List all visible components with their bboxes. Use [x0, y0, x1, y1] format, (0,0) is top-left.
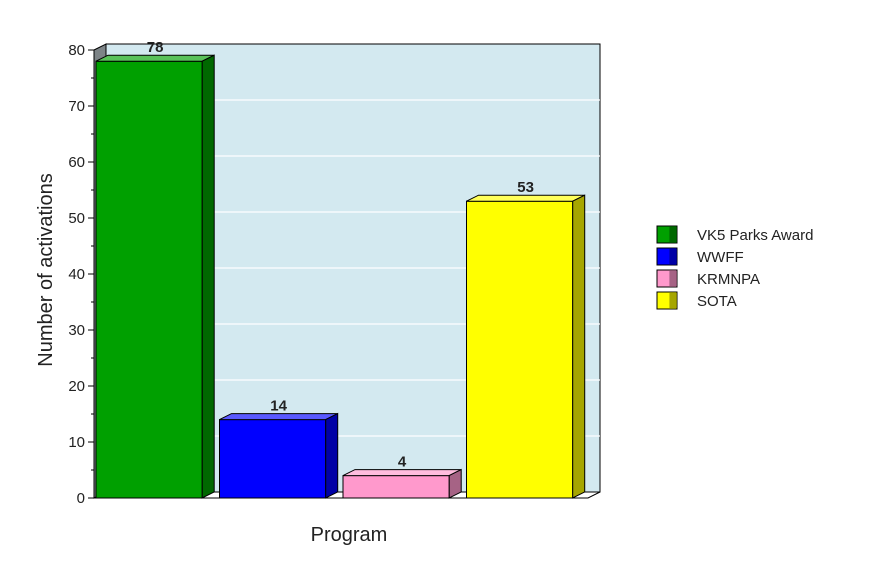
legend-item: KRMNPA	[656, 269, 760, 288]
bar	[219, 419, 327, 499]
y-tick-label: 70	[68, 98, 85, 115]
bar	[466, 200, 574, 499]
legend-label: SOTA	[697, 293, 737, 310]
bar-value-label: 14	[270, 398, 287, 415]
bar-side	[201, 54, 215, 499]
legend-item: VK5 Parks Award	[656, 225, 813, 244]
legend: VK5 Parks Award WWFF KRMNPA SOTA	[656, 225, 813, 310]
legend-swatch-shade	[669, 293, 676, 308]
y-tick-label: 30	[68, 322, 85, 339]
bar-side	[448, 468, 462, 499]
bar	[342, 475, 450, 499]
bar-side	[572, 194, 586, 499]
y-tick-label: 10	[68, 434, 85, 451]
bar-group: 4	[342, 454, 462, 499]
bar-group: 53	[466, 179, 586, 499]
bar-group: 14	[219, 398, 339, 499]
y-axis: 0 10 20 30 40 50 60 70 80	[68, 42, 95, 507]
bar	[95, 60, 203, 499]
bar-value-label: 4	[398, 454, 407, 471]
y-tick-label: 50	[68, 210, 85, 227]
x-axis-title: Program	[311, 524, 388, 546]
bar-group: 78	[95, 39, 215, 499]
legend-swatch-shade	[669, 271, 676, 286]
legend-label: KRMNPA	[697, 271, 760, 288]
legend-item: WWFF	[656, 247, 744, 266]
legend-label: VK5 Parks Award	[697, 227, 813, 244]
bars-group: 78 14 4 53	[95, 39, 586, 499]
y-tick-label: 0	[77, 490, 85, 507]
legend-swatch-shade	[669, 249, 676, 264]
y-tick-label: 80	[68, 42, 85, 59]
y-tick-label: 60	[68, 154, 85, 171]
bar-side	[325, 412, 339, 499]
bar-value-label: 53	[517, 179, 534, 196]
legend-swatch-shade	[669, 227, 676, 242]
y-tick-label: 20	[68, 378, 85, 395]
y-tick-label: 40	[68, 266, 85, 283]
legend-item: SOTA	[656, 291, 737, 310]
y-axis-title: Number of activations	[35, 173, 57, 366]
legend-label: WWFF	[697, 249, 744, 266]
bar-value-label: 78	[147, 39, 164, 56]
